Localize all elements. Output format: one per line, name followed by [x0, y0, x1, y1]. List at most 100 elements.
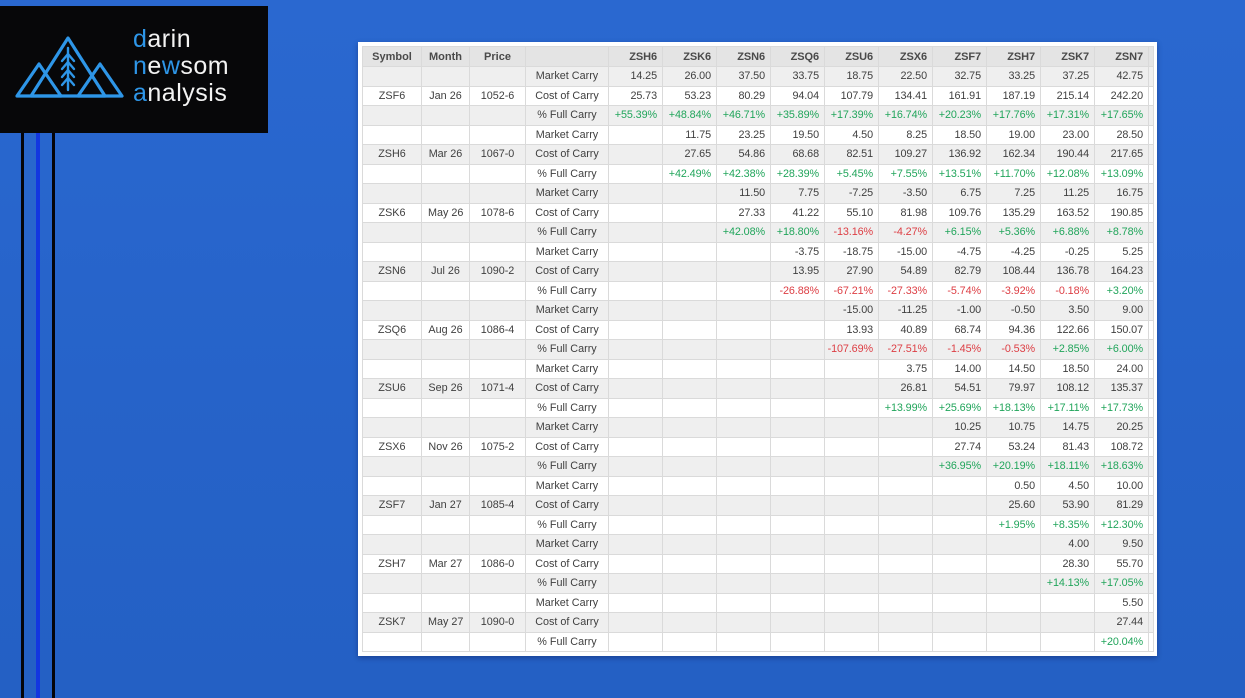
value-cell: 82.51 — [824, 144, 879, 165]
symbol-cell — [362, 573, 422, 594]
value-cell — [932, 631, 987, 652]
spacer-cell — [1148, 358, 1154, 379]
value-cell: 10.75 — [986, 417, 1041, 438]
spacer-cell — [1148, 592, 1154, 613]
row-label: Cost of Carry — [525, 553, 609, 574]
value-cell: 108.72 — [1094, 436, 1149, 457]
symbol-cell: ZSH7 — [362, 553, 422, 574]
price-cell — [469, 339, 526, 360]
value-cell: 164.23 — [1094, 261, 1149, 282]
col-header-Month: Month — [421, 46, 470, 67]
symbol-cell — [362, 631, 422, 652]
value-cell — [716, 631, 771, 652]
logo-letter: n — [133, 52, 148, 80]
symbol-cell — [362, 183, 422, 204]
value-cell — [770, 358, 825, 379]
symbol-cell — [362, 163, 422, 184]
value-cell — [716, 592, 771, 613]
table-row: Market Carry 14.25 26.00 37.50 33.75 18.75 22.… — [362, 66, 1154, 87]
value-cell — [770, 436, 825, 457]
value-cell — [986, 553, 1041, 574]
value-cell: 10.00 — [1094, 475, 1149, 496]
table-row: % Full Carry +42.49% +42.38% +28.39% +5.45% +… — [362, 163, 1154, 184]
table-row: Market Carry 5.50 — [362, 592, 1154, 613]
value-cell: 0.50 — [986, 475, 1041, 496]
value-cell: +6.00% — [1094, 339, 1149, 360]
value-cell: 150.07 — [1094, 319, 1149, 340]
value-cell — [824, 358, 879, 379]
value-cell: +13.51% — [932, 163, 987, 184]
symbol-cell — [362, 241, 422, 262]
value-cell: 136.78 — [1040, 261, 1095, 282]
value-cell: 18.50 — [1040, 358, 1095, 379]
month-cell: Jan 27 — [421, 495, 470, 516]
spacer-cell — [1148, 417, 1154, 438]
value-cell — [770, 475, 825, 496]
value-cell: 108.44 — [986, 261, 1041, 282]
value-cell — [662, 553, 717, 574]
table-row: Market Carry 10.25 10.75 14.75 20.25 — [362, 417, 1154, 438]
spacer-cell — [1148, 124, 1154, 145]
spacer-cell — [1148, 436, 1154, 457]
mountains-wheat-icon — [15, 36, 124, 98]
value-cell: 81.98 — [878, 202, 933, 223]
row-label: Cost of Carry — [525, 144, 609, 165]
value-cell: +46.71% — [716, 105, 771, 126]
value-cell: -1.45% — [932, 339, 987, 360]
value-cell — [770, 592, 825, 613]
price-cell: 1075-2 — [469, 436, 526, 457]
value-cell: -5.74% — [932, 280, 987, 301]
value-cell: 19.00 — [986, 124, 1041, 145]
value-cell: +20.19% — [986, 456, 1041, 477]
value-cell: 53.90 — [1040, 495, 1095, 516]
row-label: % Full Carry — [525, 631, 609, 652]
value-cell: 54.86 — [716, 144, 771, 165]
table-row: Market Carry 11.50 7.75 -7.25 -3.50 6.75 7.25 1… — [362, 183, 1154, 204]
value-cell: -26.88% — [770, 280, 825, 301]
value-cell — [662, 300, 717, 321]
col-header-Symbol: Symbol — [362, 46, 422, 67]
value-cell: 3.75 — [878, 358, 933, 379]
symbol-cell: ZSH6 — [362, 144, 422, 165]
price-cell: 1086-0 — [469, 553, 526, 574]
value-cell — [608, 417, 663, 438]
value-cell — [662, 592, 717, 613]
value-cell — [824, 631, 879, 652]
value-cell: 13.93 — [824, 319, 879, 340]
value-cell — [986, 612, 1041, 633]
row-label: % Full Carry — [525, 514, 609, 535]
value-cell — [662, 261, 717, 282]
value-cell — [878, 456, 933, 477]
spacer-cell — [1148, 495, 1154, 516]
month-cell — [421, 105, 470, 126]
price-cell — [469, 105, 526, 126]
value-cell — [770, 631, 825, 652]
value-cell — [716, 456, 771, 477]
row-label: % Full Carry — [525, 280, 609, 301]
row-label: % Full Carry — [525, 222, 609, 243]
value-cell — [932, 592, 987, 613]
value-cell: 23.25 — [716, 124, 771, 145]
value-cell: 33.75 — [770, 66, 825, 87]
value-cell: +8.35% — [1040, 514, 1095, 535]
value-cell — [662, 495, 717, 516]
value-cell: 9.50 — [1094, 534, 1149, 555]
symbol-cell: ZSQ6 — [362, 319, 422, 340]
value-cell — [662, 183, 717, 204]
logo-letters: som — [180, 52, 230, 80]
month-cell: Mar 26 — [421, 144, 470, 165]
value-cell: 53.23 — [662, 85, 717, 106]
value-cell — [986, 631, 1041, 652]
background-vertical-line — [21, 133, 24, 698]
value-cell — [662, 456, 717, 477]
value-cell: +17.65% — [1094, 105, 1149, 126]
value-cell: +17.73% — [1094, 397, 1149, 418]
logo-line-2: newsom — [133, 53, 229, 80]
month-cell — [421, 456, 470, 477]
value-cell — [878, 436, 933, 457]
value-cell: +7.55% — [878, 163, 933, 184]
table-row: ZSQ6 Aug 26 1086-4 Cost of Carry 13.93 40.89 6… — [362, 319, 1154, 340]
value-cell — [716, 358, 771, 379]
value-cell: +20.04% — [1094, 631, 1149, 652]
price-cell — [469, 280, 526, 301]
